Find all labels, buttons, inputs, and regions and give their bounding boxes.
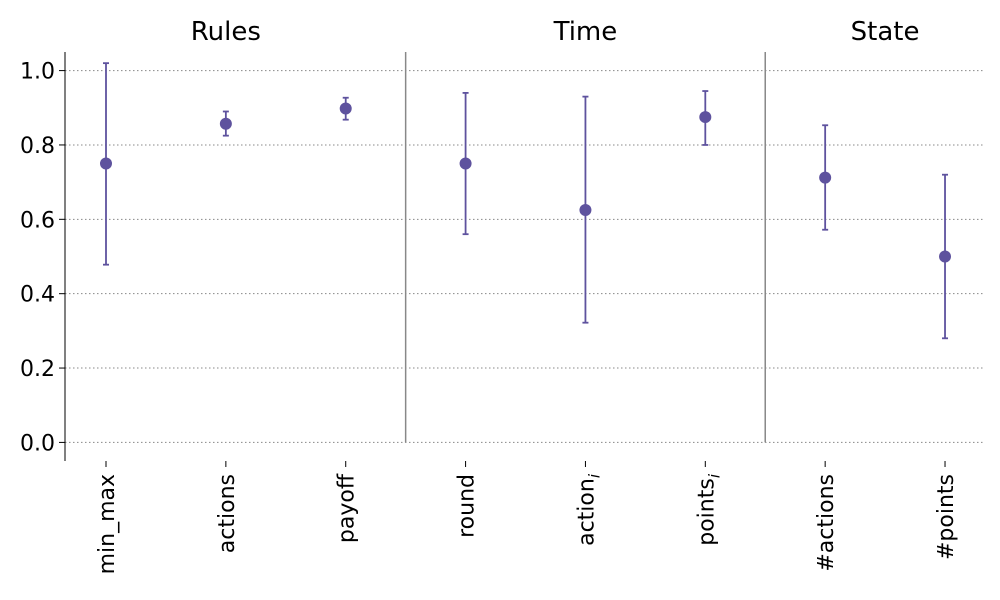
x-tick-label-group: payoff [335, 473, 360, 543]
x-tick-label: actions [215, 474, 240, 553]
x-tick-label-group: actioni [574, 473, 603, 546]
data-point [339, 102, 352, 115]
x-tick-label-group: round [455, 474, 480, 538]
x-tick-label: #actions [814, 474, 839, 572]
grid-layer [65, 70, 985, 443]
x-tick-label: actioni [574, 473, 603, 546]
data-point [579, 204, 592, 217]
group-title: Time [553, 17, 618, 47]
data-point [219, 117, 232, 130]
data-point [459, 157, 472, 170]
group-title: State [851, 17, 920, 47]
x-tick-label-group: #actions [814, 474, 839, 572]
group-title: Rules [191, 17, 261, 47]
x-tick-label: pointsi [694, 473, 723, 546]
x-tick-label: #points [934, 474, 959, 560]
y-tick-label: 1.0 [20, 60, 55, 85]
y-tick-label: 0.0 [20, 431, 55, 456]
data-point [100, 157, 112, 170]
y-tick-label: 0.4 [20, 283, 55, 308]
mark-layer [100, 62, 952, 340]
x-tick-label-group: pointsi [694, 473, 723, 546]
x-tick-label: round [455, 474, 480, 538]
x-tick-label: min_max [95, 474, 120, 574]
title-layer: Rules Time State [191, 17, 920, 47]
y-tick-label: 0.8 [20, 134, 55, 159]
data-point [699, 111, 712, 124]
axis-layer [59, 52, 946, 467]
xtick-layer: min_max actions payoff round actioni pointsi #… [95, 473, 959, 574]
y-tick-label: 0.6 [20, 208, 55, 233]
data-point [819, 171, 832, 184]
x-tick-label: payoff [335, 473, 360, 543]
data-point [939, 250, 952, 263]
separator-layer [404, 52, 766, 443]
x-tick-label-group: actions [215, 474, 240, 553]
x-tick-label-group: min_max [95, 474, 120, 574]
ytick-layer: 0.0 0.2 0.4 0.6 0.8 1.0 [20, 60, 55, 457]
x-tick-label-group: #points [934, 474, 959, 560]
y-tick-label: 0.2 [20, 357, 55, 382]
